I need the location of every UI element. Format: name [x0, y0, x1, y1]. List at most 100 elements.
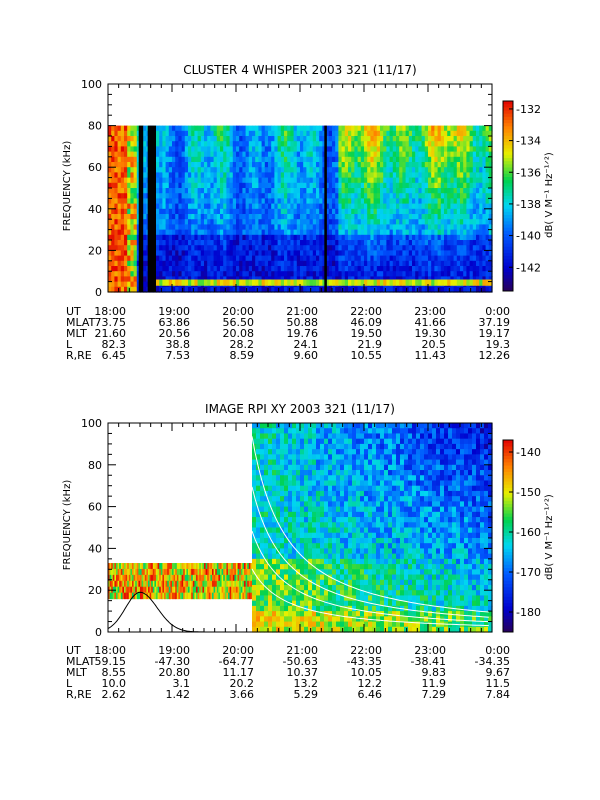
heatmap-cell — [210, 234, 215, 241]
heatmap-cell — [162, 141, 167, 147]
heatmap-cell — [252, 260, 256, 267]
heatmap-cell — [136, 260, 141, 267]
heatmap-cell — [284, 156, 288, 163]
heatmap-cell — [408, 271, 413, 277]
heatmap-cell — [392, 188, 397, 194]
heatmap-cell — [373, 172, 378, 179]
heatmap-cell — [396, 245, 400, 251]
heatmap-cell — [232, 130, 237, 137]
heatmap-cell — [466, 125, 471, 132]
heatmap-cell — [172, 286, 176, 293]
heatmap-cell — [223, 260, 227, 267]
heatmap-cell — [460, 146, 464, 153]
heatmap-cell — [125, 568, 128, 576]
heatmap-cell — [236, 229, 240, 236]
heatmap-cell — [412, 130, 416, 137]
heatmap-cell — [133, 167, 138, 173]
heatmap-cell — [415, 219, 419, 225]
rpi-title: IMAGE RPI XY 2003 321 (11/17) — [205, 402, 395, 416]
heatmap-cell — [386, 214, 391, 220]
heatmap-cell — [175, 271, 179, 277]
heatmap-cell — [162, 182, 167, 189]
heatmap-cell — [130, 188, 135, 194]
heatmap-cell — [192, 580, 195, 588]
heatmap-cell — [351, 146, 355, 153]
heatmap-cell — [111, 141, 115, 147]
heatmap-cell — [408, 234, 413, 241]
heatmap-cell — [412, 167, 416, 173]
heatmap-cell — [133, 214, 138, 220]
heatmap-cell — [290, 188, 295, 194]
heatmap-cell — [424, 182, 429, 189]
heatmap-cell — [239, 156, 243, 163]
heatmap-cell — [428, 250, 432, 257]
heatmap-cell — [466, 146, 471, 153]
heatmap-cell — [184, 224, 189, 231]
heatmap-cell — [399, 214, 403, 220]
heatmap-cell — [232, 240, 237, 246]
heatmap-cell — [204, 286, 208, 293]
heatmap-cell — [428, 224, 432, 231]
heatmap-cell — [325, 219, 330, 225]
heatmap-cell — [130, 260, 135, 267]
heatmap-cell — [312, 198, 317, 205]
heatmap-cell — [412, 234, 416, 241]
heatmap-cell — [181, 188, 186, 194]
heatmap-cell — [176, 580, 179, 588]
heatmap-cell — [237, 574, 240, 582]
heatmap-cell — [367, 172, 371, 179]
heatmap-cell — [392, 182, 397, 189]
heatmap-cell — [248, 125, 253, 132]
heatmap-cell — [437, 136, 442, 142]
heatmap-cell — [197, 193, 202, 199]
heatmap-cell — [476, 279, 480, 286]
heatmap-cell — [312, 279, 317, 286]
heatmap-cell — [159, 563, 162, 570]
heatmap-cell — [268, 214, 272, 220]
heatmap-cell — [476, 229, 480, 236]
heatmap-cell — [229, 255, 234, 262]
heatmap-cell — [453, 224, 458, 231]
heatmap-cell — [274, 219, 279, 225]
heatmap-cell — [220, 188, 224, 194]
heatmap-cell — [306, 276, 311, 283]
heatmap-cell — [437, 279, 442, 286]
heatmap-cell — [469, 286, 474, 293]
heatmap-cell — [306, 193, 311, 199]
heatmap-cell — [252, 428, 257, 435]
heatmap-cell — [178, 182, 183, 189]
heatmap-cell — [357, 203, 362, 210]
heatmap-cell — [133, 574, 136, 582]
heatmap-cell — [268, 443, 273, 450]
heatmap-cell — [165, 151, 170, 158]
heatmap-cell — [236, 151, 240, 158]
heatmap-cell — [447, 198, 451, 205]
heatmap-cell — [274, 245, 279, 251]
heatmap-cell — [332, 279, 336, 286]
heatmap-cell — [188, 266, 192, 272]
heatmap-cell — [136, 281, 141, 288]
heatmap-cell — [399, 182, 403, 189]
heatmap-cell — [162, 276, 167, 283]
heatmap-cell — [396, 188, 400, 194]
heatmap-cell — [415, 271, 419, 277]
heatmap-cell — [463, 279, 467, 286]
heatmap-cell — [348, 188, 352, 194]
colorbar-cell — [503, 272, 513, 276]
heatmap-cell — [108, 281, 112, 288]
heatmap-cell — [165, 182, 170, 189]
heatmap-cell — [220, 580, 223, 588]
heatmap-cell — [112, 580, 115, 588]
heatmap-cell — [239, 260, 243, 267]
heatmap-cell — [303, 125, 307, 132]
heatmap-cell — [264, 245, 269, 251]
heatmap-cell — [396, 255, 400, 262]
heatmap-cell — [119, 574, 122, 582]
heatmap-cell — [260, 569, 265, 576]
heatmap-cell — [127, 193, 131, 199]
heatmap-cell — [175, 255, 179, 262]
heatmap-cell — [234, 592, 237, 600]
heatmap-cell — [418, 146, 423, 153]
heatmap-cell — [111, 276, 115, 283]
heatmap-cell — [364, 276, 368, 283]
